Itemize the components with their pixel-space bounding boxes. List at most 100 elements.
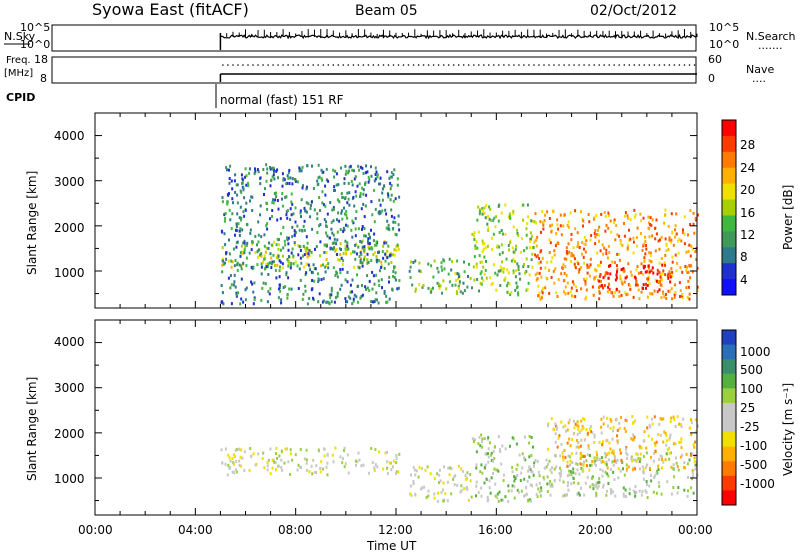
data-cell xyxy=(361,186,364,190)
data-cell xyxy=(332,219,335,223)
data-cell xyxy=(580,287,583,291)
data-cell xyxy=(454,283,457,287)
data-cell xyxy=(666,480,669,484)
data-cell xyxy=(568,437,571,441)
data-cell xyxy=(248,251,251,255)
data-cell xyxy=(307,248,310,252)
data-cell xyxy=(685,268,688,272)
data-cell xyxy=(512,209,515,213)
data-cell xyxy=(270,256,273,260)
data-cell xyxy=(484,216,487,220)
colorbar-cell xyxy=(722,199,736,216)
data-cell xyxy=(548,217,551,220)
data-cell xyxy=(278,243,280,247)
data-cell xyxy=(265,179,268,183)
data-cell xyxy=(385,241,388,245)
nave-dot xyxy=(588,64,590,66)
data-cell xyxy=(487,226,490,230)
data-cell xyxy=(624,418,627,422)
data-cell xyxy=(283,461,286,465)
data-cell xyxy=(480,463,483,467)
data-cell xyxy=(688,458,691,462)
data-cell xyxy=(612,470,615,474)
data-cell xyxy=(225,257,228,261)
data-cell xyxy=(239,205,242,209)
data-cell xyxy=(532,246,535,249)
data-cell xyxy=(525,257,528,261)
data-cell xyxy=(328,302,331,306)
nave-dot xyxy=(222,64,224,66)
colorbar-cell xyxy=(722,215,736,232)
data-cell xyxy=(625,469,628,473)
data-cell xyxy=(344,462,347,466)
data-cell xyxy=(547,422,550,426)
data-cell xyxy=(394,220,397,224)
data-cell xyxy=(629,237,632,241)
data-cell xyxy=(533,461,536,465)
data-cell xyxy=(338,258,341,262)
data-cell xyxy=(260,262,263,266)
nave-dot xyxy=(307,64,310,66)
data-cell xyxy=(571,294,573,298)
data-cell xyxy=(687,270,690,274)
data-cell xyxy=(637,456,640,460)
data-cell xyxy=(541,256,544,260)
data-cell xyxy=(645,490,648,494)
nave-dot xyxy=(417,64,420,66)
data-cell xyxy=(584,279,587,283)
data-cell xyxy=(628,492,631,496)
data-cell xyxy=(660,296,663,300)
data-cell xyxy=(614,278,617,282)
data-cell xyxy=(639,457,642,461)
data-cell xyxy=(297,463,300,467)
data-cell xyxy=(473,278,476,282)
data-cell xyxy=(336,218,338,222)
data-cell xyxy=(593,435,596,439)
data-cell xyxy=(528,273,531,277)
colorbar-frame xyxy=(721,329,737,506)
data-cell xyxy=(367,180,370,184)
data-cell xyxy=(539,266,542,270)
data-cell xyxy=(602,286,604,290)
data-cell xyxy=(586,453,589,457)
data-cell xyxy=(487,228,490,232)
data-cell xyxy=(294,220,297,224)
data-cell xyxy=(634,467,637,471)
data-cell xyxy=(332,206,335,210)
data-cell xyxy=(236,201,239,205)
data-cell xyxy=(563,493,566,497)
data-cell xyxy=(642,477,645,481)
data-cell xyxy=(630,457,633,461)
data-cell xyxy=(410,473,412,477)
data-cell xyxy=(598,264,601,268)
data-cell xyxy=(334,296,337,300)
data-cell xyxy=(448,257,451,261)
data-cell xyxy=(314,247,316,251)
data-cell xyxy=(469,276,472,280)
data-cell xyxy=(437,491,439,495)
data-cell xyxy=(582,454,585,458)
data-cell xyxy=(658,270,661,274)
data-cell xyxy=(685,250,688,254)
data-cell xyxy=(595,464,597,467)
data-cell xyxy=(348,165,351,169)
data-cell xyxy=(687,279,690,283)
data-cell xyxy=(449,466,451,470)
data-cell xyxy=(552,209,555,213)
data-cell xyxy=(238,229,241,233)
data-cell xyxy=(649,251,652,255)
data-cell xyxy=(333,237,336,241)
data-cell xyxy=(389,253,391,257)
data-cell xyxy=(242,261,245,265)
data-cell xyxy=(532,445,534,449)
data-cell xyxy=(334,241,337,245)
nave-dot xyxy=(332,64,335,66)
data-cell xyxy=(634,283,637,287)
data-cell xyxy=(289,218,292,222)
data-cell xyxy=(253,172,256,176)
data-cell xyxy=(388,280,390,284)
data-cell xyxy=(437,270,440,274)
data-cell xyxy=(221,263,224,267)
data-cell xyxy=(596,251,599,255)
nave-dot xyxy=(272,64,274,66)
